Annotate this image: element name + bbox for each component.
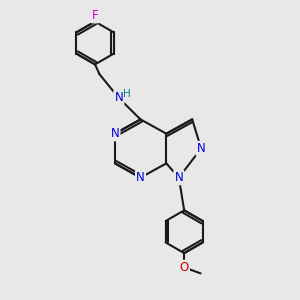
Text: N: N	[175, 171, 183, 184]
Text: H: H	[123, 89, 131, 99]
Text: O: O	[180, 261, 189, 274]
Text: N: N	[114, 92, 123, 104]
Text: N: N	[111, 127, 119, 140]
Text: N: N	[136, 171, 145, 184]
Text: F: F	[92, 9, 98, 22]
Text: N: N	[197, 142, 206, 155]
